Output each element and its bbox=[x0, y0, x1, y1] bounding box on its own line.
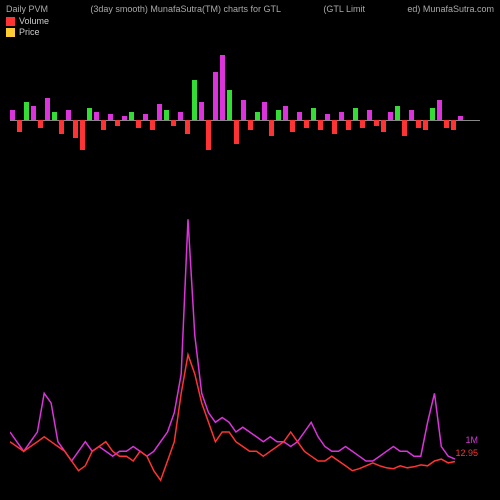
volume-bar bbox=[451, 120, 456, 130]
volume-bar bbox=[213, 72, 218, 120]
volume-bar bbox=[283, 106, 288, 120]
volume-bar bbox=[66, 110, 71, 120]
volume-bar bbox=[325, 114, 330, 120]
price-lines bbox=[10, 200, 480, 490]
volume-bar bbox=[290, 120, 295, 132]
volume-bar bbox=[199, 102, 204, 120]
volume-bar bbox=[339, 112, 344, 120]
volume-bar bbox=[297, 112, 302, 120]
volume-bar bbox=[178, 112, 183, 120]
chart-header: Daily PVM (3day smooth) MunafaSutra(TM) … bbox=[0, 4, 500, 20]
volume-bar bbox=[220, 55, 225, 120]
volume-bar bbox=[346, 120, 351, 130]
volume-bar bbox=[395, 106, 400, 120]
volume-bar bbox=[143, 114, 148, 120]
volume-bar bbox=[269, 120, 274, 136]
volume-bar bbox=[402, 120, 407, 136]
volume-bar bbox=[423, 120, 428, 130]
legend-price-swatch bbox=[6, 28, 15, 37]
volume-bar bbox=[38, 120, 43, 128]
volume-bar bbox=[458, 116, 463, 120]
volume-bar bbox=[318, 120, 323, 130]
price-line-1M bbox=[10, 219, 455, 461]
volume-bar bbox=[276, 110, 281, 120]
volume-bar bbox=[262, 102, 267, 120]
volume-bar bbox=[150, 120, 155, 130]
price-line-price bbox=[10, 355, 455, 481]
volume-bar bbox=[80, 120, 85, 150]
volume-bar bbox=[444, 120, 449, 128]
volume-bar bbox=[388, 112, 393, 120]
volume-bar bbox=[87, 108, 92, 120]
volume-bar bbox=[234, 120, 239, 144]
volume-bar bbox=[10, 110, 15, 120]
volume-bar bbox=[185, 120, 190, 134]
volume-bar bbox=[255, 112, 260, 120]
series-label-price: 12.95 bbox=[455, 448, 478, 458]
volume-bar bbox=[59, 120, 64, 134]
header-title-left: Daily PVM bbox=[6, 4, 48, 14]
volume-bar bbox=[332, 120, 337, 134]
legend: Volume Price bbox=[6, 16, 49, 37]
volume-bar bbox=[304, 120, 309, 128]
volume-panel bbox=[10, 50, 480, 190]
volume-bar bbox=[136, 120, 141, 128]
volume-bar bbox=[122, 116, 127, 120]
legend-volume-swatch bbox=[6, 17, 15, 26]
volume-bar bbox=[17, 120, 22, 132]
volume-bar bbox=[52, 112, 57, 120]
volume-bar bbox=[157, 104, 162, 120]
volume-bar bbox=[381, 120, 386, 132]
volume-bar bbox=[94, 112, 99, 120]
volume-bar bbox=[164, 110, 169, 120]
volume-bar bbox=[206, 120, 211, 150]
volume-bar bbox=[129, 112, 134, 120]
volume-bar bbox=[367, 110, 372, 120]
header-title-center-left: (3day smooth) MunafaSutra(TM) charts for… bbox=[90, 4, 281, 14]
volume-bar bbox=[311, 108, 316, 120]
volume-bar bbox=[374, 120, 379, 126]
volume-bar bbox=[31, 106, 36, 120]
legend-price-label: Price bbox=[19, 27, 40, 37]
legend-volume: Volume bbox=[6, 16, 49, 26]
volume-bar bbox=[409, 110, 414, 120]
volume-bar bbox=[101, 120, 106, 130]
volume-bar bbox=[241, 100, 246, 120]
volume-bar bbox=[360, 120, 365, 128]
volume-bar bbox=[171, 120, 176, 126]
volume-bar bbox=[227, 90, 232, 120]
volume-bar bbox=[24, 102, 29, 120]
volume-bar bbox=[192, 80, 197, 120]
volume-bar bbox=[115, 120, 120, 126]
header-title-right: ed) MunafaSutra.com bbox=[407, 4, 494, 14]
series-label-1m: 1M bbox=[465, 435, 478, 445]
legend-volume-label: Volume bbox=[19, 16, 49, 26]
volume-bar bbox=[416, 120, 421, 128]
header-title-center-right: (GTL Limit bbox=[323, 4, 365, 14]
volume-bar bbox=[73, 120, 78, 138]
volume-bar bbox=[108, 114, 113, 120]
volume-bar bbox=[353, 108, 358, 120]
volume-bar bbox=[430, 108, 435, 120]
volume-bar bbox=[248, 120, 253, 130]
legend-price: Price bbox=[6, 27, 49, 37]
volume-bar bbox=[437, 100, 442, 120]
volume-bar bbox=[45, 98, 50, 120]
price-panel: 1M 12.95 bbox=[10, 200, 480, 490]
